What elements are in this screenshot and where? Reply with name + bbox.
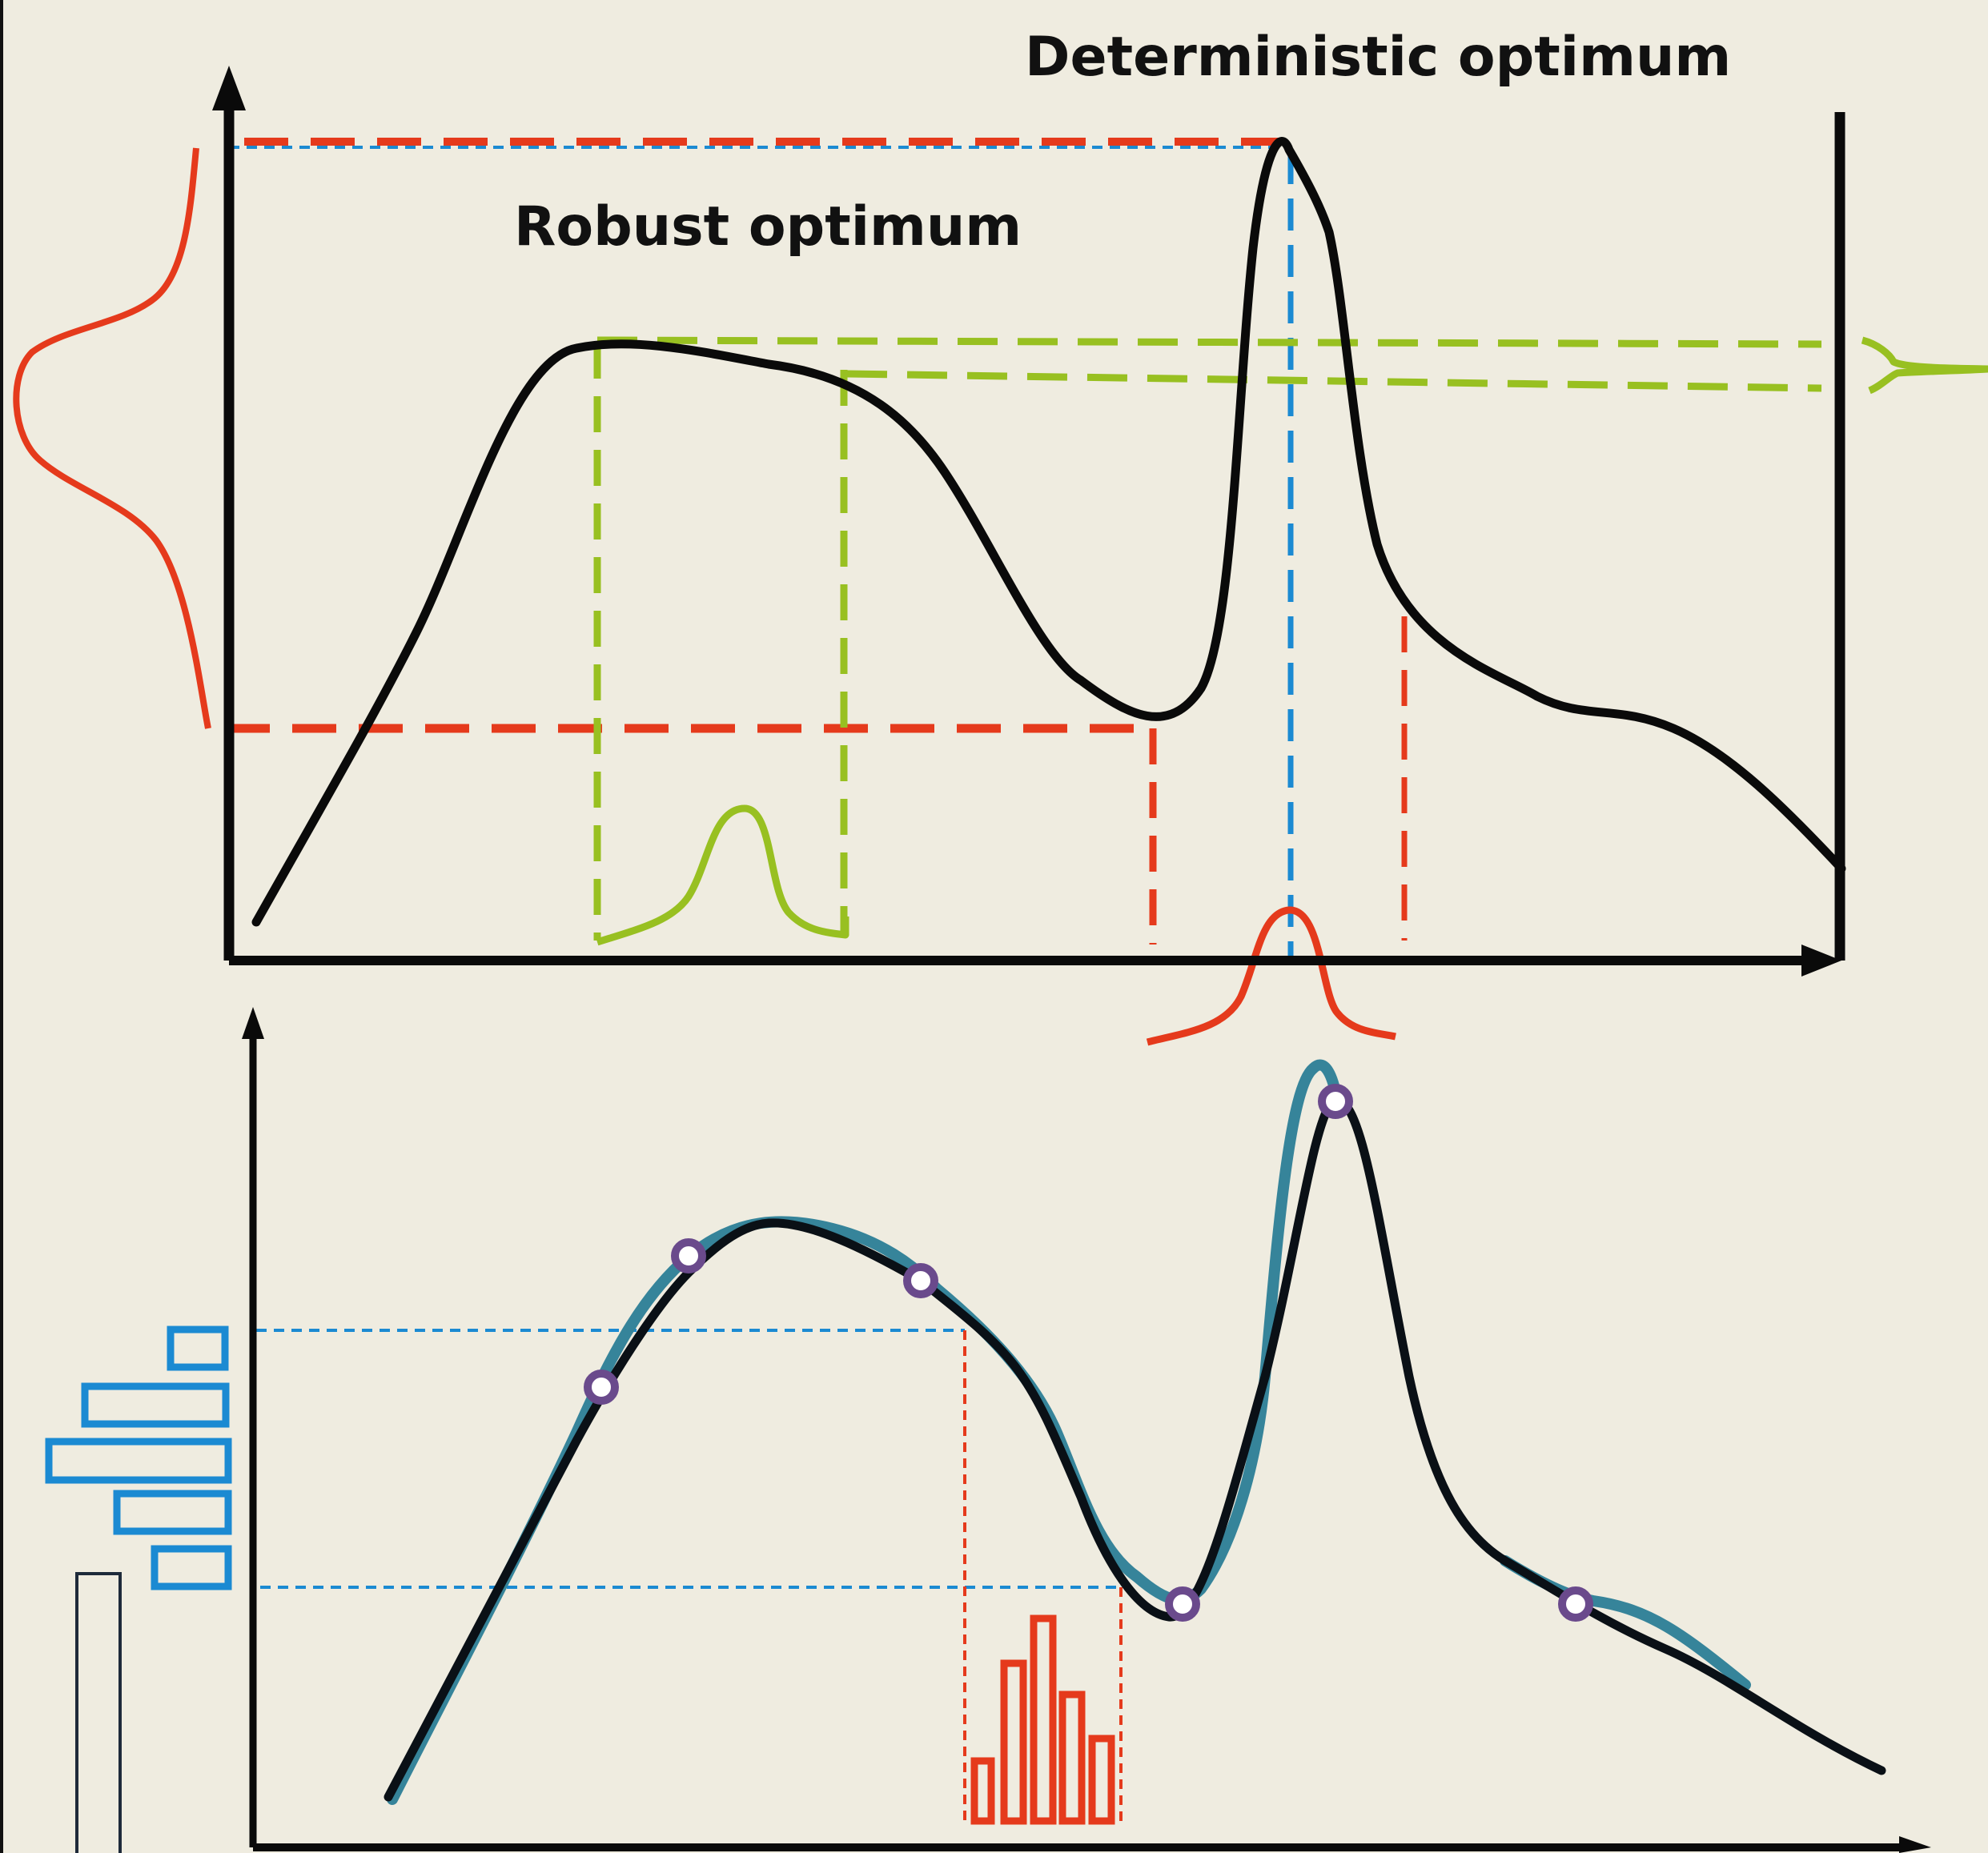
sample-point-6-circle-marker-icon	[1558, 1586, 1593, 1622]
deterministic-input-distribution	[1146, 906, 1396, 1046]
top-x-axis-arrowhead-icon	[1801, 945, 1841, 977]
sample-point-2-circle-marker-icon	[671, 1238, 706, 1273]
sample-point-1-circle-marker-icon	[584, 1370, 619, 1405]
sample-points	[584, 1084, 1593, 1622]
input-histogram-bar-1	[970, 1757, 995, 1825]
objective-function-curve	[251, 137, 1846, 927]
bottom-y-axis-arrowhead-icon	[242, 1007, 264, 1039]
top-red-dashed-lines	[226, 138, 1408, 945]
top-blue-dashed-lines	[229, 146, 1294, 957]
green-dashed-level-upper	[596, 336, 1822, 348]
robust-input-distribution	[596, 804, 849, 946]
bottom-red-dotted-lines	[963, 1330, 1123, 1825]
top-green-dashed-lines	[593, 336, 1822, 941]
true-function-curve	[384, 1095, 1886, 1802]
top-panel	[13, 66, 1988, 1046]
robust-output-distribution	[1861, 336, 1988, 395]
output-histogram-bar-2	[81, 1382, 230, 1428]
sample-point-5-circle-marker-icon	[1318, 1084, 1353, 1119]
surrogate-model-curve	[387, 1059, 1343, 1805]
output-histogram-bar-3	[45, 1438, 232, 1484]
bottom-panel	[45, 1007, 1931, 1853]
reference-bar	[75, 1572, 122, 1853]
deterministic-optimum-label: Deterministic optimum	[1025, 26, 1732, 89]
top-y-axis-arrowhead-icon	[212, 66, 246, 110]
deterministic-output-distribution	[13, 147, 211, 729]
input-histogram-bar-4	[1058, 1691, 1086, 1825]
input-histogram-bar-5	[1088, 1735, 1115, 1825]
sample-point-3-circle-marker-icon	[903, 1263, 938, 1298]
green-dashed-level-lower	[846, 370, 1822, 392]
robust-optimum-label: Robust optimum	[514, 195, 1022, 259]
bottom-blue-dashed-lines	[256, 1329, 1121, 1589]
input-histogram-bar-3	[1030, 1614, 1057, 1825]
output-histogram-bar-5	[151, 1545, 232, 1590]
bottom-x-axis-arrowhead-icon	[1899, 1836, 1931, 1853]
output-histogram-bar-4	[113, 1490, 232, 1535]
output-sample-histogram	[45, 1326, 232, 1590]
input-histogram-bar-2	[1000, 1659, 1027, 1825]
sample-point-4-circle-marker-icon	[1165, 1586, 1200, 1622]
input-sample-histogram	[970, 1614, 1115, 1825]
output-histogram-bar-1	[167, 1326, 229, 1371]
